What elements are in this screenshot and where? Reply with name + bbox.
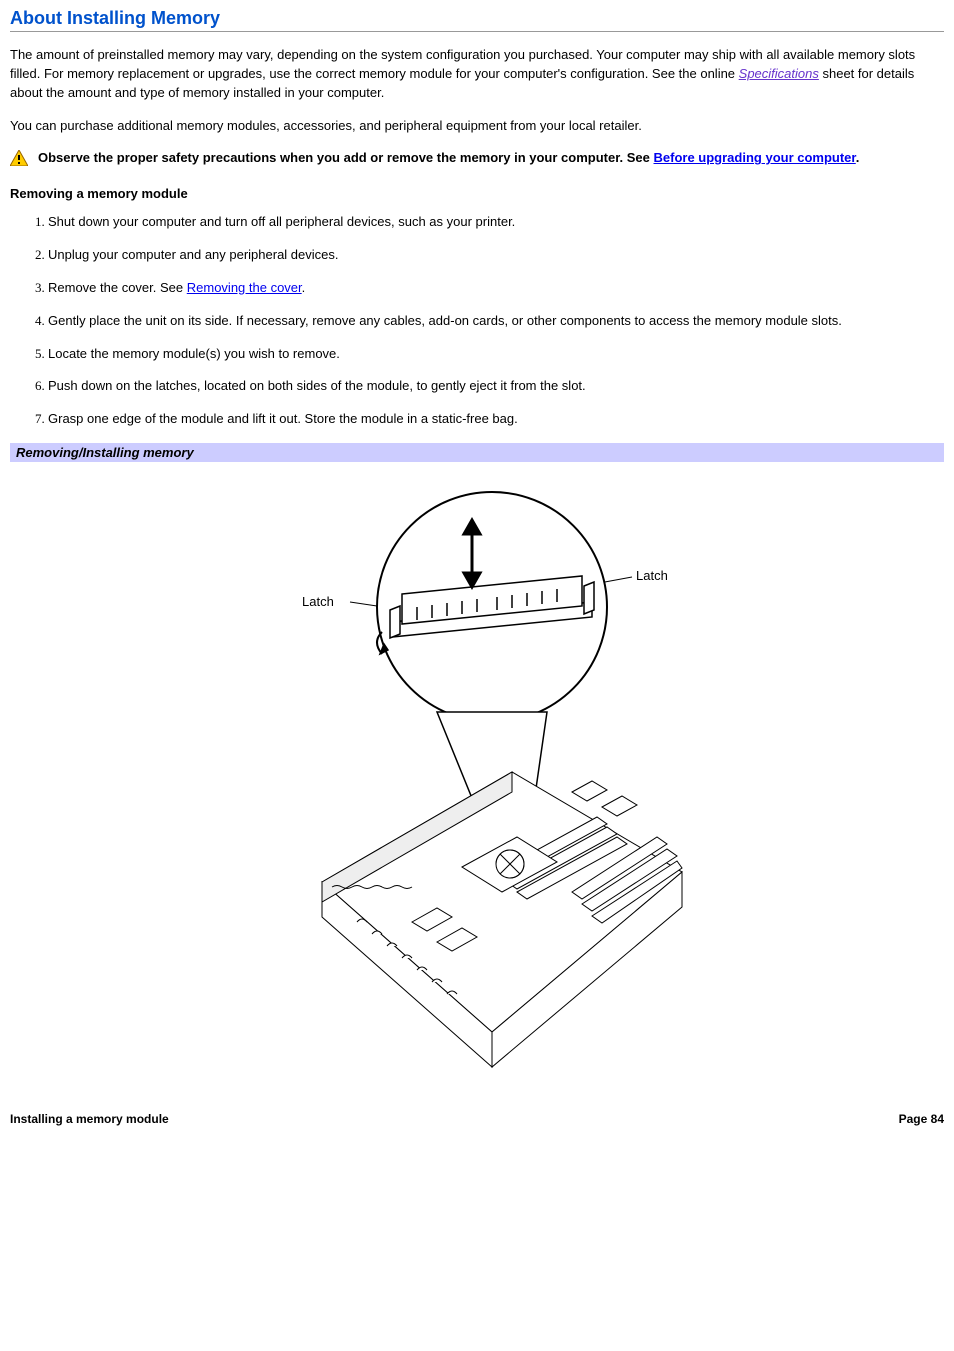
title-rule xyxy=(10,31,944,32)
warning-pre: Observe the proper safety precautions wh… xyxy=(38,150,654,165)
removing-cover-link[interactable]: Removing the cover xyxy=(187,280,302,295)
figure-label-latch-right: Latch xyxy=(636,568,668,583)
page-title: About Installing Memory xyxy=(10,8,944,29)
step-3-pre: Remove the cover. See xyxy=(48,280,187,295)
figure-diagram: Latch Latch xyxy=(262,472,692,1072)
removing-heading: Removing a memory module xyxy=(10,186,944,201)
intro-paragraph: The amount of preinstalled memory may va… xyxy=(10,46,944,103)
purchase-note: You can purchase additional memory modul… xyxy=(10,117,944,136)
warning-callout: Observe the proper safety precautions wh… xyxy=(10,149,944,168)
specifications-link[interactable]: Specifications xyxy=(739,66,819,81)
warning-post: . xyxy=(856,150,860,165)
figure-caption-bar: Removing/Installing memory xyxy=(10,443,944,462)
before-upgrading-link[interactable]: Before upgrading your computer xyxy=(654,150,856,165)
step-6: Push down on the latches, located on bot… xyxy=(48,377,944,396)
warning-text: Observe the proper safety precautions wh… xyxy=(38,149,859,168)
warning-icon xyxy=(10,150,28,166)
step-1: Shut down your computer and turn off all… xyxy=(48,213,944,232)
removal-steps: Shut down your computer and turn off all… xyxy=(10,213,944,429)
step-3-post: . xyxy=(302,280,306,295)
figure-label-latch-left: Latch xyxy=(302,594,334,609)
footer-left: Installing a memory module xyxy=(10,1112,169,1126)
step-3: Remove the cover. See Removing the cover… xyxy=(48,279,944,298)
step-4: Gently place the unit on its side. If ne… xyxy=(48,312,944,331)
page-footer: Installing a memory module Page 84 xyxy=(10,1112,944,1126)
footer-right: Page 84 xyxy=(899,1112,944,1126)
step-2: Unplug your computer and any peripheral … xyxy=(48,246,944,265)
step-5: Locate the memory module(s) you wish to … xyxy=(48,345,944,364)
step-7: Grasp one edge of the module and lift it… xyxy=(48,410,944,429)
